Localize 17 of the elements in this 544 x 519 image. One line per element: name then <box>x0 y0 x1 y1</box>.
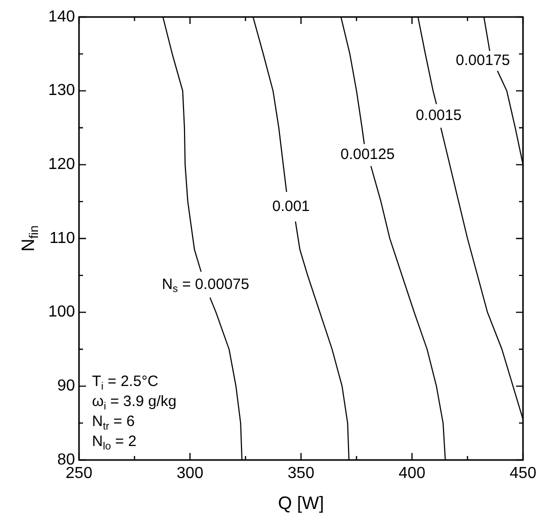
x-tick-label: 300 <box>176 465 204 482</box>
y-tick-label: 120 <box>48 156 76 174</box>
y-tick-label: 100 <box>48 304 76 321</box>
x-tick-label: 450 <box>510 465 536 482</box>
y-tick-label: 140 <box>48 8 76 26</box>
x-tick-label: 400 <box>398 465 426 482</box>
y-tick-label: 130 <box>48 82 76 100</box>
annotation: 0.00125 <box>340 146 395 164</box>
annotation: 0.00175 <box>456 52 510 70</box>
x-tick-label: 350 <box>288 465 314 482</box>
annotation: 0.0015 <box>416 107 462 124</box>
annotation: 0.001 <box>272 198 310 215</box>
y-tick-label: 110 <box>49 230 76 247</box>
x-tick-label: 250 <box>66 465 92 482</box>
y-tick-label: 90 <box>57 378 76 395</box>
x-axis-title: Q [W] <box>278 492 324 513</box>
y-axis-title: Nfin <box>18 225 41 252</box>
